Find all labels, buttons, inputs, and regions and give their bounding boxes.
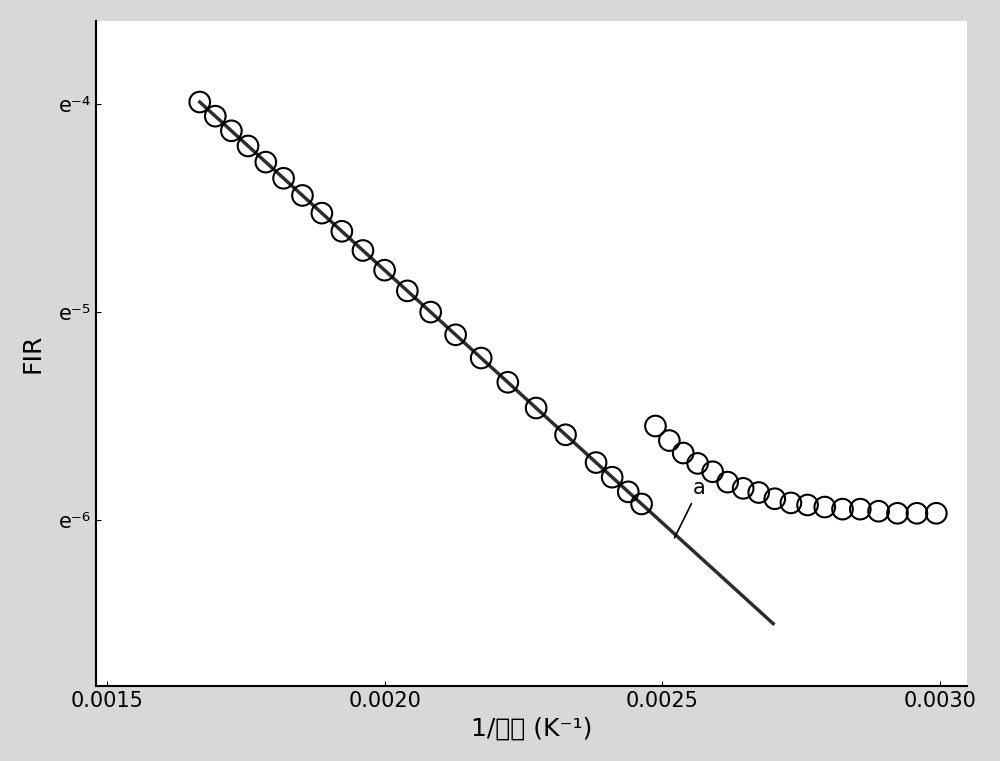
Point — [588, 457, 604, 469]
Point — [690, 457, 706, 470]
Point — [223, 125, 239, 137]
Y-axis label: FIR: FIR — [21, 333, 45, 373]
Point — [276, 172, 292, 184]
Text: a: a — [674, 479, 705, 538]
Point — [852, 503, 868, 515]
Point — [355, 244, 371, 256]
Point — [751, 486, 767, 498]
Point — [871, 505, 887, 517]
Point — [294, 189, 310, 202]
Point — [909, 507, 925, 519]
Point — [399, 285, 415, 297]
Point — [192, 96, 208, 108]
Point — [207, 110, 223, 123]
Point — [620, 486, 636, 498]
Point — [928, 507, 944, 519]
Point — [634, 498, 650, 510]
Point — [889, 507, 905, 519]
Point — [473, 352, 489, 364]
Point — [604, 471, 620, 483]
Point — [735, 482, 751, 495]
Point — [500, 376, 516, 388]
Point — [720, 476, 736, 489]
Point — [661, 435, 677, 447]
Point — [783, 497, 799, 509]
Point — [817, 501, 833, 513]
Point — [240, 140, 256, 152]
Point — [705, 466, 721, 478]
Point — [647, 420, 663, 432]
Point — [377, 264, 393, 276]
Point — [558, 428, 574, 441]
Point — [835, 503, 851, 515]
Point — [334, 225, 350, 237]
Point — [258, 156, 274, 168]
Point — [800, 499, 816, 511]
X-axis label: 1/温度 (K⁻¹): 1/温度 (K⁻¹) — [471, 716, 592, 740]
Point — [528, 402, 544, 414]
Point — [448, 329, 464, 341]
Point — [423, 306, 439, 318]
Point — [675, 447, 691, 459]
Point — [314, 207, 330, 219]
Point — [767, 492, 783, 505]
